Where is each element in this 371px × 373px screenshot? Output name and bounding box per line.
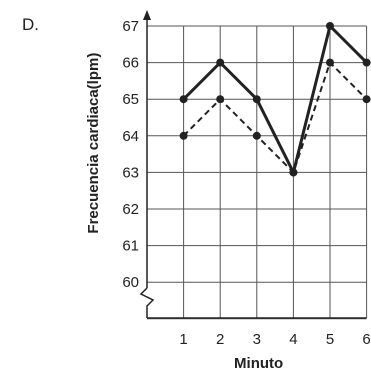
y-tick-label-63: 63 [122, 164, 139, 181]
y-tick-label-65: 65 [122, 91, 139, 108]
x-tick-label-2: 2 [216, 331, 224, 348]
x-tick-label-1: 1 [179, 331, 187, 348]
series-2-point-1 [179, 131, 188, 140]
axes [139, 10, 367, 319]
option-letter: D. [22, 15, 39, 34]
series-1-point-1 [179, 95, 188, 104]
y-axis-label: Frecuencia cardiaca(lpm) [85, 53, 102, 234]
series-1-point-5 [326, 22, 334, 30]
series-2-point-4 [289, 168, 298, 177]
series-2-point-5 [326, 58, 334, 67]
series-group [179, 22, 371, 177]
y-axis-break [139, 287, 155, 318]
y-tick-label-60: 60 [122, 274, 139, 291]
x-tick-label-5: 5 [326, 331, 334, 348]
y-axis-arrow [143, 10, 151, 20]
grid [147, 25, 368, 320]
series-1-point-3 [252, 95, 261, 104]
series-line-1 [182, 23, 368, 177]
x-tick-label-3: 3 [253, 331, 261, 348]
y-tick-label-62: 62 [122, 201, 139, 218]
x-tick-labels: 1 2 3 4 5 6 [179, 331, 370, 348]
y-tick-labels: 60 61 62 63 64 65 66 67 [122, 18, 139, 291]
y-tick-label-64: 64 [122, 128, 139, 145]
series-2-point-3 [252, 131, 261, 140]
x-tick-label-6: 6 [362, 331, 370, 348]
y-tick-label-67: 67 [122, 18, 139, 35]
x-axis-label: Minuto [234, 355, 283, 372]
series-line-2 [182, 60, 368, 175]
y-tick-label-61: 61 [122, 238, 139, 255]
series-2-point-2 [216, 95, 225, 104]
x-tick-label-4: 4 [289, 331, 297, 348]
series-1-point-6 [362, 58, 371, 67]
series-2-point-6 [362, 95, 371, 104]
y-tick-label-66: 66 [122, 55, 139, 72]
series-1-point-2 [216, 58, 225, 67]
